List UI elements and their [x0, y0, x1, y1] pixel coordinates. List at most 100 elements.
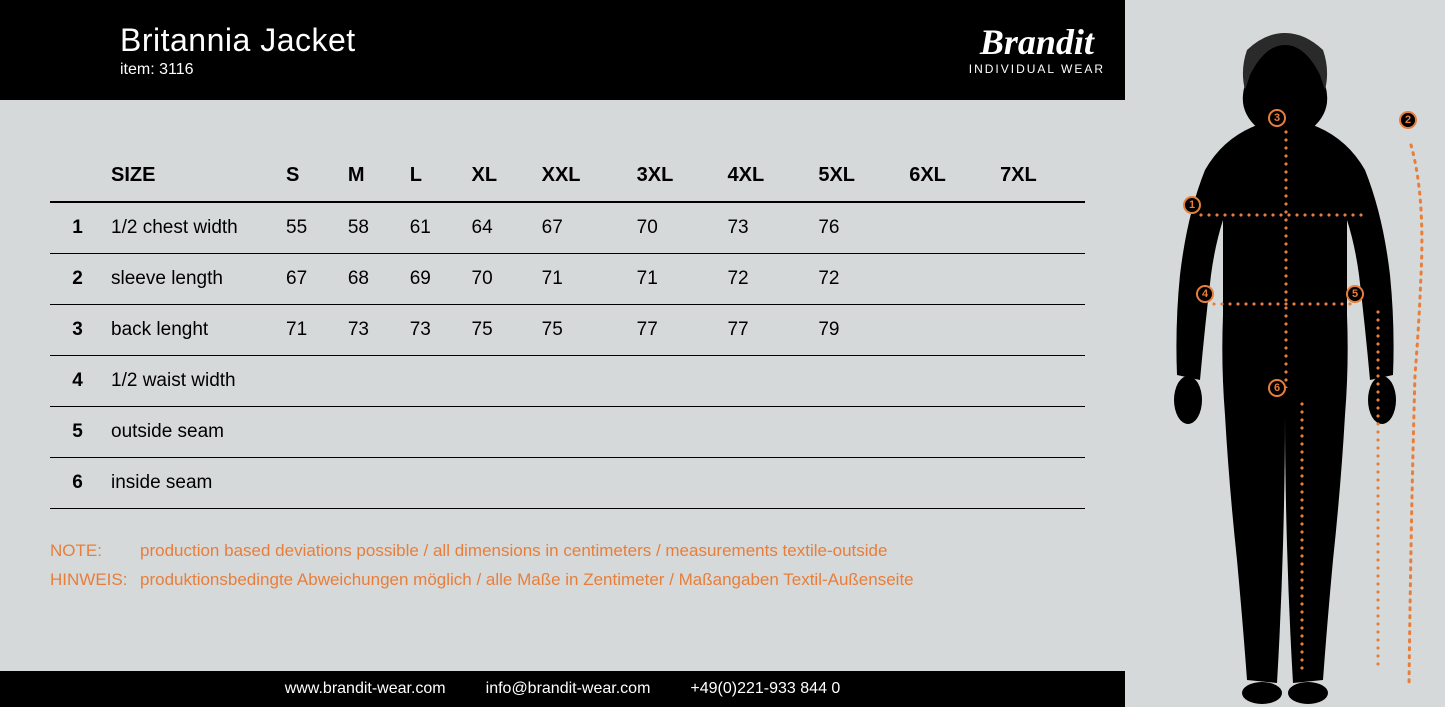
- value-cell: 72: [812, 254, 903, 305]
- value-cell: 70: [631, 202, 722, 254]
- value-cell: [812, 458, 903, 509]
- value-cell: 71: [536, 254, 631, 305]
- value-cell: [721, 356, 812, 407]
- value-cell: [903, 458, 994, 509]
- value-cell: [342, 407, 404, 458]
- item-number: 3116: [159, 61, 193, 78]
- value-cell: [536, 407, 631, 458]
- item-line: item: 3116: [120, 61, 356, 79]
- row-label: 1/2 chest width: [105, 202, 280, 254]
- size-header-cell: 7XL: [994, 150, 1085, 202]
- value-cell: [994, 458, 1085, 509]
- value-cell: 75: [536, 305, 631, 356]
- measure-marker: 1: [1183, 196, 1201, 214]
- value-cell: 73: [721, 202, 812, 254]
- row-label: 1/2 waist width: [105, 356, 280, 407]
- table-row: 2sleeve length6768697071717272: [50, 254, 1085, 305]
- measure-marker: 5: [1346, 285, 1364, 303]
- row-label: back lenght: [105, 305, 280, 356]
- table-row: 3back lenght7173737575777779: [50, 305, 1085, 356]
- value-cell: 72: [721, 254, 812, 305]
- footer-website: www.brandit-wear.com: [285, 680, 446, 698]
- value-cell: [631, 407, 722, 458]
- value-cell: [994, 407, 1085, 458]
- size-header-cell: XXL: [536, 150, 631, 202]
- note-de-text: produktionsbedingte Abweichungen möglich…: [140, 566, 914, 595]
- row-index: 5: [50, 407, 105, 458]
- brand-logo: Brandit INDIVIDUAL WEAR: [969, 24, 1105, 76]
- note-de-label: HINWEIS:: [50, 566, 140, 595]
- value-cell: 76: [812, 202, 903, 254]
- measure-line-vertical: [1284, 128, 1288, 388]
- product-title: Britannia Jacket: [120, 22, 356, 59]
- table-row: 5outside seam: [50, 407, 1085, 458]
- table-row: 6inside seam: [50, 458, 1085, 509]
- value-cell: [994, 202, 1085, 254]
- value-cell: [812, 407, 903, 458]
- value-cell: [466, 356, 536, 407]
- value-cell: 67: [280, 254, 342, 305]
- value-cell: [404, 407, 466, 458]
- value-cell: 77: [721, 305, 812, 356]
- size-header-cell: 5XL: [812, 150, 903, 202]
- value-cell: [342, 356, 404, 407]
- value-cell: [342, 458, 404, 509]
- note-en-label: NOTE:: [50, 537, 140, 566]
- value-cell: [280, 407, 342, 458]
- footer-phone: +49(0)221-933 844 0: [690, 680, 840, 698]
- value-cell: [404, 458, 466, 509]
- value-cell: 58: [342, 202, 404, 254]
- value-cell: [903, 356, 994, 407]
- value-cell: [994, 254, 1085, 305]
- value-cell: 68: [342, 254, 404, 305]
- value-cell: [721, 407, 812, 458]
- value-cell: 55: [280, 202, 342, 254]
- value-cell: 73: [342, 305, 404, 356]
- table-row: 41/2 waist width: [50, 356, 1085, 407]
- note-en-text: production based deviations possible / a…: [140, 537, 887, 566]
- brand-name: Brandit: [969, 24, 1105, 60]
- table-row: 11/2 chest width5558616467707376: [50, 202, 1085, 254]
- size-table: SIZE SMLXLXXL3XL4XL5XL6XL7XL 11/2 chest …: [50, 150, 1085, 509]
- measure-line-vertical: [1300, 400, 1304, 670]
- value-cell: [466, 407, 536, 458]
- value-cell: [903, 305, 994, 356]
- value-cell: [994, 305, 1085, 356]
- value-cell: [903, 407, 994, 458]
- value-cell: [631, 356, 722, 407]
- value-cell: [994, 356, 1085, 407]
- row-label: inside seam: [105, 458, 280, 509]
- table-body: 11/2 chest width55586164677073762sleeve …: [50, 202, 1085, 509]
- value-cell: [631, 458, 722, 509]
- row-label: outside seam: [105, 407, 280, 458]
- content-area: SIZE SMLXLXXL3XL4XL5XL6XL7XL 11/2 chest …: [0, 100, 1125, 595]
- value-cell: [536, 458, 631, 509]
- value-cell: 75: [466, 305, 536, 356]
- value-cell: [903, 254, 994, 305]
- note-en: NOTE: production based deviations possib…: [50, 537, 1085, 566]
- size-header-cell: L: [404, 150, 466, 202]
- value-cell: [404, 356, 466, 407]
- value-cell: 71: [631, 254, 722, 305]
- value-cell: [721, 458, 812, 509]
- notes-block: NOTE: production based deviations possib…: [50, 537, 1085, 595]
- value-cell: 77: [631, 305, 722, 356]
- value-cell: 67: [536, 202, 631, 254]
- header-size: SIZE: [105, 150, 280, 202]
- value-cell: 79: [812, 305, 903, 356]
- value-cell: 69: [404, 254, 466, 305]
- value-cell: 73: [404, 305, 466, 356]
- value-cell: 64: [466, 202, 536, 254]
- footer-bar: www.brandit-wear.com info@brandit-wear.c…: [0, 671, 1125, 707]
- value-cell: [812, 356, 903, 407]
- header-blank: [50, 150, 105, 202]
- size-header-cell: XL: [466, 150, 536, 202]
- size-header-cell: S: [280, 150, 342, 202]
- size-header-cell: M: [342, 150, 404, 202]
- value-cell: [536, 356, 631, 407]
- measure-marker: 6: [1268, 379, 1286, 397]
- brand-tagline: INDIVIDUAL WEAR: [969, 62, 1105, 76]
- row-index: 1: [50, 202, 105, 254]
- table-header: SIZE SMLXLXXL3XL4XL5XL6XL7XL: [50, 150, 1085, 202]
- measure-line-horizontal: [1210, 302, 1352, 306]
